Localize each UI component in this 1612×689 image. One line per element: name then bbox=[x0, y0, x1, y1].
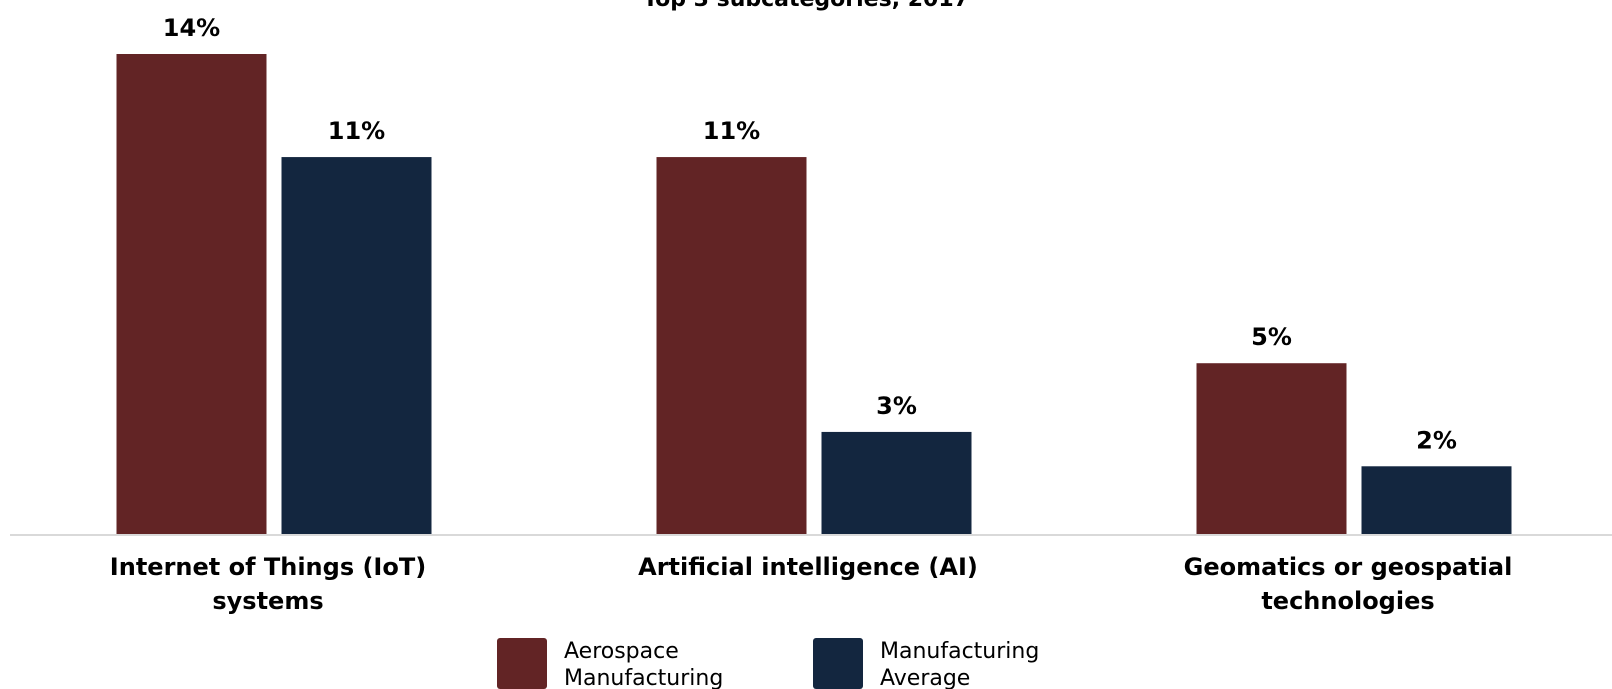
bars-layer: 14% 11% 5% 11% 3% 2% bbox=[116, 14, 1512, 536]
bar-2-1 bbox=[281, 157, 432, 536]
category-label: Geomatics or geospatial bbox=[1184, 553, 1513, 581]
legend-label: Manufacturing bbox=[880, 639, 1039, 664]
legend-swatch bbox=[497, 638, 547, 689]
category-label: Artificial intelligence (AI) bbox=[638, 553, 978, 581]
bar-1-2 bbox=[656, 157, 807, 536]
chart-title: Top 3 subcategories, 2017 bbox=[643, 0, 969, 12]
category-labels: Internet of Things (IoT) systems Artificia… bbox=[110, 553, 1513, 615]
data-label: 5% bbox=[1251, 323, 1292, 351]
category-label: systems bbox=[212, 587, 323, 615]
category-label: technologies bbox=[1261, 587, 1434, 615]
category-label: Internet of Things (IoT) bbox=[110, 553, 426, 581]
data-label: 11% bbox=[703, 117, 760, 145]
legend-label: Aerospace bbox=[564, 639, 679, 664]
legend-label: Average bbox=[880, 666, 970, 689]
data-label: 2% bbox=[1416, 426, 1457, 454]
legend-label: Manufacturing bbox=[564, 666, 723, 689]
data-label: 11% bbox=[328, 117, 385, 145]
data-label: 3% bbox=[876, 392, 917, 420]
bar-2-2 bbox=[821, 431, 972, 535]
bar-1-1 bbox=[116, 54, 267, 535]
legend: AerospaceManufacturingManufacturingAvera… bbox=[497, 638, 1039, 689]
bar-1-3 bbox=[1196, 363, 1347, 535]
legend-swatch bbox=[813, 638, 863, 689]
bar-2-3 bbox=[1361, 466, 1512, 535]
data-label: 14% bbox=[163, 14, 220, 42]
